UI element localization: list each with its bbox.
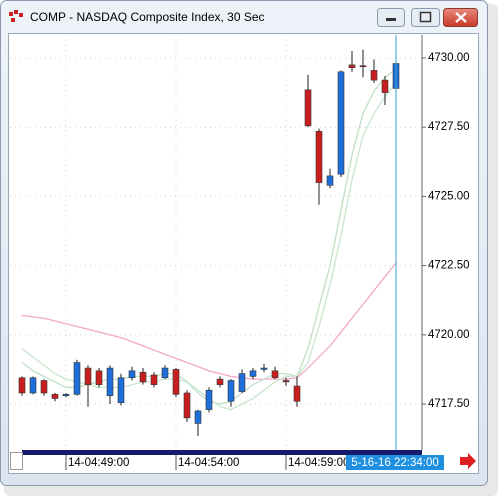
candle-body — [194, 410, 202, 424]
y-tick-label: 4725.00 — [428, 190, 470, 202]
candle-body — [238, 373, 246, 392]
candle-body — [216, 378, 224, 385]
candle-body — [337, 71, 345, 175]
candle-body — [315, 131, 323, 183]
scrollbar[interactable] — [22, 450, 422, 455]
y-tick-label: 4722.50 — [428, 260, 470, 272]
candle-body — [95, 370, 103, 385]
scroll-box[interactable] — [10, 452, 23, 470]
app-icon — [9, 10, 23, 22]
close-button[interactable] — [443, 8, 478, 27]
candle-body — [260, 367, 268, 370]
candle-body — [205, 389, 213, 410]
candle-body — [183, 392, 191, 419]
y-tick-label: 4717.50 — [428, 398, 470, 410]
candle-body — [62, 394, 70, 397]
crosshair-label: 5-16-16 22:34:00 — [351, 457, 439, 469]
x-tick-label: 14-04:59:00 — [288, 457, 349, 469]
candle-body — [73, 362, 81, 395]
candle-body — [172, 369, 180, 395]
candle-body — [326, 175, 334, 186]
candle-body — [40, 380, 48, 394]
candle-body — [29, 377, 37, 394]
y-tick-label: 4720.00 — [428, 329, 470, 341]
candle-body — [161, 367, 169, 379]
candle-body — [18, 377, 26, 394]
y-tick-label: 4730.00 — [428, 52, 470, 64]
candle-body — [304, 89, 312, 127]
candle-body — [381, 79, 389, 93]
candle-body — [227, 380, 235, 402]
candle-body — [370, 70, 378, 81]
maximize-button[interactable] — [411, 8, 440, 27]
candle-body — [282, 380, 290, 383]
window-title: COMP - NASDAQ Composite Index, 30 Sec — [30, 10, 265, 24]
candle-body — [150, 374, 158, 385]
candle-body — [106, 367, 114, 397]
candle-body — [139, 371, 147, 383]
candle-body — [348, 64, 356, 68]
candle-body — [128, 370, 136, 379]
moving-average — [21, 262, 397, 380]
minimize-button[interactable] — [377, 8, 405, 27]
scroll-arrow[interactable] — [460, 453, 476, 469]
y-tick-label: 4727.50 — [428, 121, 470, 133]
candle-body — [293, 385, 301, 402]
plot: 4717.50 4720.00 4722.50 4725.00 4727.50 4730.… — [10, 35, 470, 470]
candle-body — [249, 370, 257, 377]
candle-body — [271, 370, 279, 379]
candle-body — [51, 394, 59, 399]
x-tick-label: 14-04:54:00 — [178, 457, 239, 469]
x-tick-label: 14-04:49:00 — [68, 457, 129, 469]
candle-body — [117, 377, 125, 403]
crosshair-label-bg — [346, 455, 444, 470]
chart-area — [8, 33, 479, 474]
candle-body — [359, 65, 367, 68]
candle-body — [84, 367, 92, 385]
